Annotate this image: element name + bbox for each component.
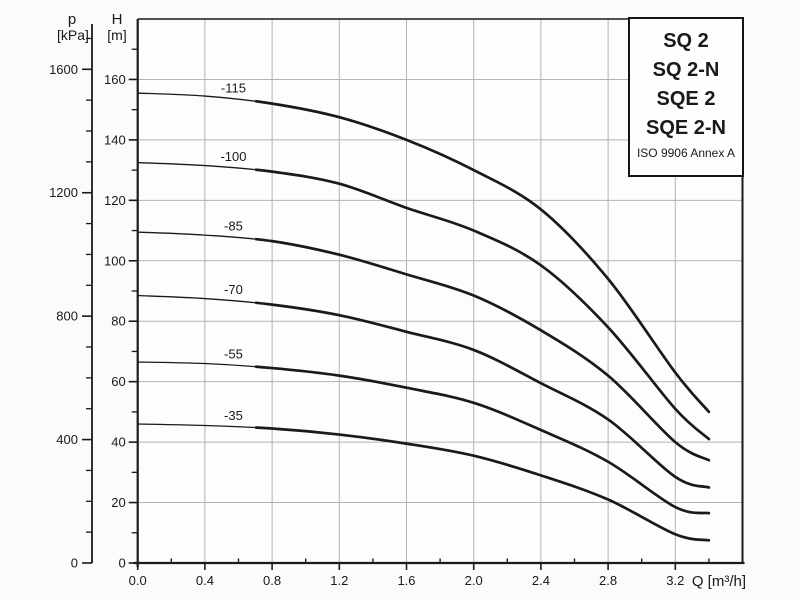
axis-lines	[91, 19, 745, 567]
curve--85	[137, 231, 711, 462]
p-axis-unit: [kPa]	[57, 27, 89, 43]
h-tick-labels: 0 20 40 60 80 100 120 140 160	[104, 72, 126, 571]
h-axis-unit: [m]	[107, 27, 127, 43]
svg-text:0.4: 0.4	[196, 573, 214, 588]
svg-text:1200: 1200	[49, 185, 78, 200]
curve--115	[137, 92, 711, 414]
svg-text:0: 0	[71, 556, 78, 571]
legend-item-sqe2: SQE 2	[656, 88, 716, 110]
curve--55	[137, 361, 711, 515]
q-axis-label: Q [m³/h]	[691, 573, 746, 590]
curve-labels: -115 -100 -85 -70 -55 -35	[220, 80, 246, 422]
svg-text:60: 60	[111, 374, 125, 389]
legend-item-sqe2n: SQE 2-N	[645, 117, 727, 139]
svg-text:1600: 1600	[49, 62, 78, 77]
svg-text:3.2: 3.2	[666, 573, 684, 588]
svg-text:0: 0	[118, 556, 125, 571]
svg-text:40: 40	[111, 435, 125, 450]
curve--35	[137, 423, 711, 542]
h-axis-symbol: H	[111, 11, 123, 28]
svg-text:800: 800	[56, 309, 78, 324]
legend-box: SQ 2 SQ 2-N SQE 2 SQE 2-N ISO 9906 Annex…	[628, 17, 744, 177]
p-axis-ticks	[82, 37, 92, 564]
svg-text:120: 120	[104, 193, 126, 208]
curve-label--115: -115	[221, 80, 246, 95]
p-axis-symbol: p	[67, 11, 77, 28]
h-axis-ticks	[128, 48, 138, 564]
curves	[137, 92, 711, 542]
curve-label--100: -100	[220, 149, 246, 164]
svg-text:2.4: 2.4	[532, 573, 550, 588]
svg-text:2.0: 2.0	[465, 573, 483, 588]
x-tick-labels: 0.0 0.4 0.8 1.2 1.6 2.0 2.4 2.8 3.2	[129, 573, 685, 588]
svg-text:160: 160	[104, 72, 126, 87]
svg-text:1.2: 1.2	[330, 573, 348, 588]
legend-item-sq2n: SQ 2-N	[652, 59, 720, 81]
legend-iso-note: ISO 9906 Annex A	[636, 146, 736, 160]
curve--100	[137, 161, 711, 441]
svg-text:0.8: 0.8	[263, 573, 281, 588]
svg-text:140: 140	[104, 132, 126, 147]
curve--70	[137, 294, 711, 489]
svg-text:20: 20	[111, 495, 125, 510]
p-tick-labels: 0 400 800 1200 1600	[49, 62, 78, 571]
curve-label--70: -70	[224, 282, 243, 297]
svg-text:400: 400	[56, 432, 78, 447]
curve-label--35: -35	[224, 408, 243, 423]
curve-label--55: -55	[224, 346, 243, 361]
curve-label--85: -85	[224, 219, 243, 234]
svg-text:80: 80	[111, 314, 125, 329]
x-axis-ticks	[136, 558, 710, 570]
legend-item-sq2: SQ 2	[663, 30, 709, 52]
svg-text:100: 100	[104, 253, 126, 268]
svg-text:0.0: 0.0	[129, 573, 147, 588]
svg-text:1.6: 1.6	[397, 573, 415, 588]
svg-text:2.8: 2.8	[599, 573, 617, 588]
